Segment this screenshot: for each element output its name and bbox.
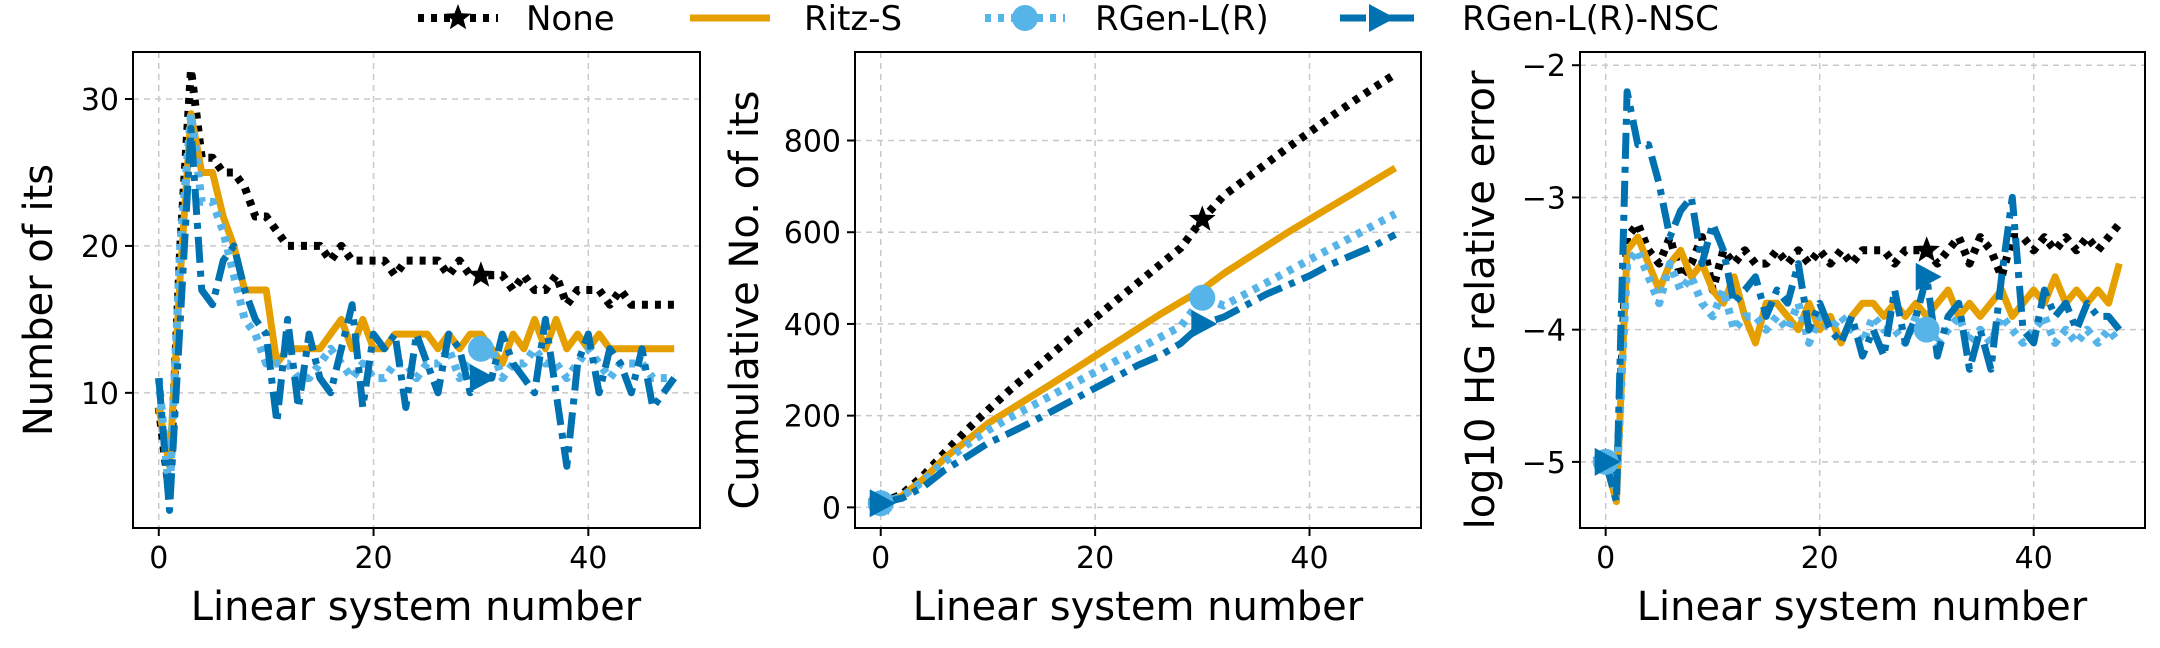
legend-label-none: None <box>526 0 615 39</box>
legend-entry-ritz-s: Ritz-S <box>690 0 902 39</box>
error-y-tick-label--2: −2 <box>1522 49 1566 84</box>
iterations-x-tick-label-20: 20 <box>354 541 392 576</box>
legend-label-rgen-l-r-nsc: RGen-L(R)-NSC <box>1462 0 1719 39</box>
error-x-axis-label: Linear system number <box>1637 584 2088 630</box>
cumulative-y-tick-label-600: 600 <box>784 216 841 251</box>
legend-marker-none <box>444 4 472 30</box>
cumulative-y-tick-label-800: 800 <box>784 125 841 160</box>
cumulative-y-tick-label-200: 200 <box>784 400 841 435</box>
iterations-x-axis-label: Linear system number <box>191 584 642 630</box>
error-marker-rgen-l-r-nsc-30 <box>1915 262 1942 291</box>
error-x-tick-label-0: 0 <box>1596 541 1615 576</box>
iterations-marker-none-30 <box>467 261 495 287</box>
cumulative-frame <box>854 51 1422 529</box>
legend-entry-none: None <box>418 0 615 39</box>
error-marker-rgen-l-r-nsc-0 <box>1594 447 1621 476</box>
cumulative-series-none <box>879 70 1398 507</box>
iterations-panel: Number of its Linear system number 0 20 40… <box>16 51 701 630</box>
error-y-tick-label--3: −3 <box>1522 181 1566 216</box>
cumulative-y-tick-label-0: 0 <box>822 491 841 526</box>
cumulative-marker-rgen-l-r-nsc-0 <box>869 489 896 518</box>
cumulative-y-axis-label: Cumulative No. of its <box>722 90 768 509</box>
legend-label-ritz-s: Ritz-S <box>804 0 902 39</box>
error-series-ritz-s <box>1602 233 2123 506</box>
legend-marker-rgen-l-r-nsc <box>1369 4 1395 32</box>
error-marker-rgen-l-r-30 <box>1913 316 1940 343</box>
cumulative-x-tick-label-0: 0 <box>871 541 890 576</box>
cumulative-x-tick-label-20: 20 <box>1076 541 1114 576</box>
legend-label-rgen-l-r: RGen-L(R) <box>1095 0 1269 39</box>
error-y-axis-label: log10 HG relative error <box>1458 70 1504 529</box>
cumulative-x-axis-label: Linear system number <box>913 584 1364 630</box>
error-series-rgen-l-r <box>1601 246 2123 493</box>
iterations-y-tick-label-10: 10 <box>81 377 119 412</box>
iterations-x-tick-label-40: 40 <box>569 541 607 576</box>
error-x-tick-label-40: 40 <box>2015 541 2053 576</box>
legend-entry-rgen-l-r-nsc: RGen-L(R)-NSC <box>1340 0 1719 39</box>
cumulative-marker-rgen-l-r-30 <box>1189 284 1216 311</box>
iterations-series-rgen-l-r-nsc <box>155 124 678 514</box>
error-panel: log10 HG relative error Linear system nu… <box>1458 49 2146 630</box>
iterations-frame <box>132 51 701 529</box>
cumulative-series-rgen-l-r <box>879 210 1398 508</box>
error-marker-none-30 <box>1913 236 1940 262</box>
legend-marker-rgen-l-r <box>1012 5 1038 31</box>
cumulative-marker-rgen-l-r-nsc-30 <box>1191 309 1218 338</box>
iterations-x-tick-label-0: 0 <box>149 541 168 576</box>
legend: None Ritz-S RGen-L(R) RGen-L(R)-NSC <box>418 0 1719 39</box>
cumulative-marker-none-30 <box>1189 205 1216 231</box>
iterations-series-none <box>154 65 675 500</box>
error-series-none <box>1601 219 2123 493</box>
iterations-series-rgen-l-r <box>154 109 675 500</box>
error-x-tick-label-20: 20 <box>1801 541 1839 576</box>
iterations-marker-rgen-l-r-nsc-30 <box>469 364 496 393</box>
iterations-y-axis-label: Number of its <box>16 164 62 436</box>
error-frame <box>1579 51 2146 529</box>
cumulative-panel: Cumulative No. of its Linear system numb… <box>722 51 1422 630</box>
cumulative-y-tick-label-400: 400 <box>784 308 841 343</box>
error-y-tick-label--5: −5 <box>1522 446 1566 481</box>
legend-entry-rgen-l-r: RGen-L(R) <box>985 0 1269 39</box>
error-y-tick-label--4: −4 <box>1522 314 1566 349</box>
cumulative-x-tick-label-40: 40 <box>1290 541 1328 576</box>
iterations-y-tick-label-30: 30 <box>81 83 119 118</box>
cumulative-series-rgen-l-r-nsc <box>879 231 1397 507</box>
iterations-y-tick-label-20: 20 <box>81 230 119 265</box>
error-series-rgen-l-r-nsc <box>1602 88 2123 506</box>
iterations-marker-rgen-l-r-30 <box>467 335 494 362</box>
